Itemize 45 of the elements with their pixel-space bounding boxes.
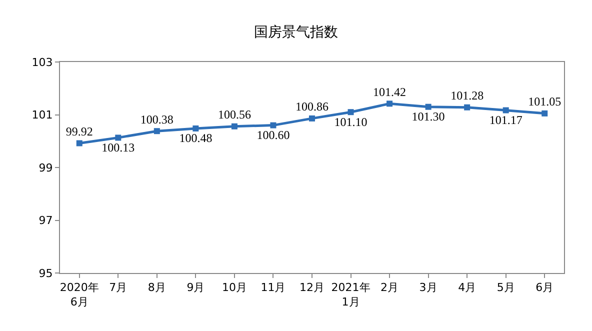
y-tick-label: 95 bbox=[38, 266, 53, 280]
point bbox=[270, 122, 276, 128]
point bbox=[425, 104, 432, 110]
data-label: 100.38 bbox=[140, 112, 174, 126]
point bbox=[542, 110, 548, 116]
x-tick-label: 7月 bbox=[109, 281, 128, 294]
data-label: 100.86 bbox=[296, 100, 328, 114]
data-label: 100.56 bbox=[218, 108, 251, 122]
point bbox=[464, 104, 470, 110]
point bbox=[309, 115, 315, 122]
point bbox=[115, 134, 122, 141]
x-tick-label: 9月 bbox=[186, 281, 205, 294]
data-label: 101.10 bbox=[334, 114, 368, 129]
y-tick-label: 99 bbox=[38, 161, 53, 174]
chart-title: 国房景气指数 bbox=[254, 24, 338, 40]
data-label: 101.28 bbox=[450, 88, 484, 103]
x-tick-label: 2021年 1月 bbox=[331, 281, 370, 308]
y-tick-label: 101 bbox=[32, 108, 53, 122]
point bbox=[192, 125, 199, 132]
x-tick-label: 5月 bbox=[496, 281, 515, 294]
data-label: 99.92 bbox=[66, 124, 93, 138]
y-tick-label: 97 bbox=[38, 214, 53, 228]
x-tick-label: 2020年 6月 bbox=[60, 281, 99, 308]
data-label: 101.30 bbox=[412, 110, 445, 124]
point bbox=[231, 123, 238, 130]
data-label: 100.13 bbox=[102, 140, 135, 154]
x-tick-label: 12月 bbox=[300, 281, 324, 294]
x-tick-label: 8月 bbox=[148, 281, 166, 294]
data-label: 101.42 bbox=[373, 84, 406, 99]
x-tick-label: 4月 bbox=[458, 281, 476, 294]
y-tick-label: 103 bbox=[32, 56, 53, 69]
point bbox=[76, 140, 82, 146]
point bbox=[502, 107, 509, 114]
x-tick-label: 11月 bbox=[260, 281, 286, 294]
data-label: 101.05 bbox=[528, 94, 562, 109]
data-label: 100.48 bbox=[179, 131, 212, 146]
data-label: 100.60 bbox=[256, 128, 290, 142]
x-tick-label: 6月 bbox=[536, 281, 554, 294]
point bbox=[154, 128, 160, 134]
point bbox=[348, 109, 354, 116]
point bbox=[386, 100, 393, 107]
x-tick-label: 10月 bbox=[222, 281, 247, 294]
data-label: 101.17 bbox=[489, 113, 522, 128]
x-tick-label: 3月 bbox=[419, 281, 438, 294]
x-tick-label: 2月 bbox=[380, 281, 399, 294]
